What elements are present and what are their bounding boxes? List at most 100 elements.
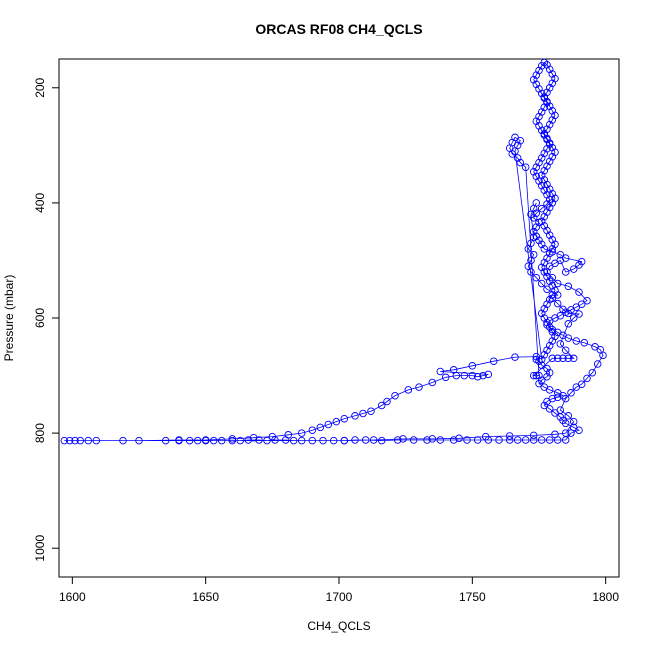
data-point bbox=[529, 227, 538, 236]
data-point bbox=[409, 436, 418, 444]
y-tick-label: 800 bbox=[33, 423, 47, 443]
data-point bbox=[551, 430, 559, 439]
y-tick-label: 400 bbox=[33, 193, 47, 213]
data-point bbox=[289, 436, 298, 445]
data-point bbox=[569, 354, 578, 363]
data-point bbox=[60, 436, 69, 445]
data-point bbox=[561, 429, 570, 437]
data-point bbox=[399, 435, 407, 443]
data-point bbox=[540, 383, 549, 391]
data-point bbox=[473, 372, 482, 381]
x-axis-label: CH4_QCLS bbox=[307, 619, 370, 633]
data-point bbox=[545, 405, 554, 413]
data-point bbox=[561, 394, 570, 403]
data-point bbox=[580, 338, 589, 347]
data-point bbox=[537, 279, 546, 288]
data-point bbox=[545, 65, 554, 74]
data-point bbox=[532, 355, 541, 364]
data-point bbox=[583, 374, 591, 383]
data-point bbox=[548, 116, 557, 124]
data-point bbox=[308, 436, 317, 445]
data-point bbox=[516, 136, 525, 145]
data-point bbox=[540, 58, 549, 67]
data-point bbox=[193, 436, 202, 445]
y-tick-label: 200 bbox=[33, 77, 47, 97]
data-point bbox=[359, 409, 367, 418]
data-point bbox=[460, 371, 469, 380]
data-point bbox=[577, 257, 586, 266]
data-point bbox=[553, 299, 562, 308]
data-point bbox=[529, 168, 538, 176]
data-point bbox=[479, 371, 487, 380]
data-point bbox=[545, 436, 554, 444]
data-point bbox=[545, 231, 554, 239]
data-point bbox=[559, 354, 567, 363]
data-point bbox=[545, 102, 554, 110]
data-point bbox=[556, 250, 565, 259]
data-point bbox=[297, 429, 306, 437]
data-point bbox=[76, 436, 85, 445]
data-point bbox=[529, 75, 538, 84]
data-point bbox=[537, 355, 546, 364]
data-point bbox=[135, 436, 143, 445]
data-point bbox=[521, 436, 530, 444]
data-point bbox=[228, 435, 237, 443]
data-point bbox=[540, 258, 549, 267]
data-point bbox=[316, 423, 325, 432]
y-axis-label: Pressure (mbar) bbox=[2, 275, 16, 362]
data-point bbox=[71, 436, 79, 445]
data-point bbox=[535, 371, 543, 380]
data-point bbox=[564, 354, 573, 363]
data-point bbox=[543, 285, 551, 293]
data-point bbox=[561, 268, 570, 276]
data-point bbox=[540, 245, 549, 253]
data-point bbox=[564, 282, 573, 291]
data-point bbox=[548, 79, 557, 87]
data-point bbox=[268, 432, 277, 441]
data-point bbox=[548, 199, 557, 207]
data-point bbox=[540, 401, 549, 410]
data-point bbox=[548, 153, 557, 161]
data-point bbox=[529, 431, 538, 440]
data-point bbox=[351, 436, 359, 444]
data-point bbox=[529, 250, 538, 259]
data-point bbox=[577, 380, 586, 388]
data-point bbox=[537, 240, 546, 249]
data-point bbox=[161, 436, 170, 445]
data-point bbox=[569, 423, 578, 432]
chart-title: ORCAS RF08 CH4_QCLS bbox=[255, 21, 422, 37]
data-point bbox=[553, 393, 562, 402]
data-point bbox=[449, 436, 458, 444]
data-point bbox=[463, 436, 471, 444]
y-tick-label: 1000 bbox=[33, 535, 47, 562]
data-point bbox=[428, 435, 437, 443]
data-point bbox=[185, 436, 194, 445]
data-point bbox=[481, 432, 490, 441]
data-point bbox=[495, 436, 503, 444]
data-point bbox=[436, 367, 445, 376]
data-point bbox=[548, 394, 557, 403]
data-point bbox=[505, 436, 514, 444]
data-point bbox=[553, 291, 562, 299]
data-point bbox=[455, 434, 463, 443]
data-point bbox=[404, 386, 413, 394]
data-point bbox=[529, 371, 538, 380]
data-point bbox=[452, 371, 461, 380]
data-point bbox=[383, 397, 391, 406]
data-point bbox=[284, 431, 293, 439]
data-point bbox=[564, 309, 573, 318]
data-point bbox=[556, 406, 565, 414]
data-point bbox=[545, 368, 554, 377]
data-point bbox=[513, 154, 522, 162]
data-point bbox=[505, 432, 514, 440]
data-point bbox=[540, 305, 549, 313]
data-point bbox=[529, 233, 538, 242]
data-point bbox=[553, 354, 562, 363]
x-tick-label: 1600 bbox=[59, 590, 86, 604]
data-point bbox=[556, 340, 565, 348]
data-point bbox=[201, 436, 210, 444]
data-point bbox=[561, 346, 570, 354]
data-point bbox=[577, 300, 586, 308]
data-point bbox=[532, 209, 541, 217]
data-point bbox=[423, 436, 431, 444]
